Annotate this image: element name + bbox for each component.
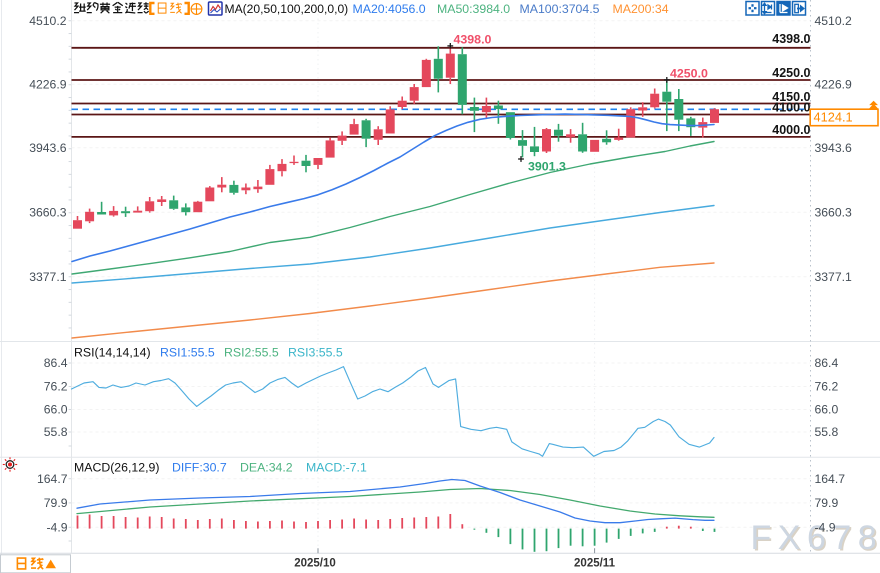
svg-text:FX678: FX678 — [751, 519, 880, 557]
svg-text:66.0: 66.0 — [815, 403, 839, 417]
svg-text:3943.6: 3943.6 — [815, 141, 852, 155]
svg-text:4250.0: 4250.0 — [670, 66, 708, 80]
svg-text:-4.9: -4.9 — [815, 520, 836, 534]
svg-text:FX678: FX678 — [752, 521, 880, 559]
svg-text:76.2: 76.2 — [44, 380, 68, 394]
svg-text:2025/10: 2025/10 — [294, 558, 336, 570]
svg-text:RSI2:55.5: RSI2:55.5 — [224, 346, 279, 360]
svg-text:164.7: 164.7 — [37, 472, 68, 486]
svg-text:MA(20,50,100,200,0,0): MA(20,50,100,200,0,0) — [225, 2, 349, 16]
svg-text:4124.1: 4124.1 — [814, 110, 853, 125]
svg-text:3377.1: 3377.1 — [815, 270, 852, 284]
svg-text:-4.9: -4.9 — [46, 520, 67, 534]
svg-text:3377.1: 3377.1 — [29, 270, 66, 284]
svg-text:RSI(14,14,14): RSI(14,14,14) — [74, 346, 151, 360]
svg-text:4250.0: 4250.0 — [772, 66, 810, 80]
svg-text:3660.3: 3660.3 — [29, 205, 66, 219]
svg-text:RSI1:55.5: RSI1:55.5 — [160, 346, 215, 360]
svg-text:MA20:4056.0: MA20:4056.0 — [353, 2, 426, 16]
svg-text:86.4: 86.4 — [44, 356, 68, 370]
svg-text:55.8: 55.8 — [44, 425, 68, 439]
svg-text:76.2: 76.2 — [815, 380, 839, 394]
svg-text:79.9: 79.9 — [44, 496, 68, 510]
svg-text:4150.0: 4150.0 — [772, 90, 810, 104]
svg-text:2025/11: 2025/11 — [574, 558, 616, 570]
svg-text:MA200:34: MA200:34 — [613, 2, 669, 16]
svg-text:4398.0: 4398.0 — [772, 32, 810, 46]
svg-text:DIFF:30.7: DIFF:30.7 — [172, 461, 227, 475]
svg-text:79.9: 79.9 — [815, 496, 839, 510]
svg-text:MACD(26,12,9): MACD(26,12,9) — [74, 461, 159, 475]
svg-text:164.7: 164.7 — [815, 472, 846, 486]
svg-text:RSI3:55.5: RSI3:55.5 — [288, 346, 343, 360]
svg-text:4000.0: 4000.0 — [772, 123, 810, 137]
svg-text:4226.9: 4226.9 — [29, 77, 66, 91]
svg-text:66.0: 66.0 — [44, 403, 68, 417]
svg-text:4510.2: 4510.2 — [29, 14, 66, 28]
svg-text:DEA:34.2: DEA:34.2 — [240, 461, 293, 475]
svg-text:3660.3: 3660.3 — [815, 205, 852, 219]
svg-text:4226.9: 4226.9 — [815, 77, 852, 91]
svg-text:MACD:-7.1: MACD:-7.1 — [306, 461, 367, 475]
svg-text:3943.6: 3943.6 — [29, 141, 66, 155]
svg-text:4510.2: 4510.2 — [815, 14, 852, 28]
svg-text:MA50:3984.0: MA50:3984.0 — [437, 2, 510, 16]
svg-text:MA100:3704.5: MA100:3704.5 — [520, 2, 600, 16]
svg-text:4100.0: 4100.0 — [772, 101, 810, 115]
svg-text:55.8: 55.8 — [815, 425, 839, 439]
svg-text:86.4: 86.4 — [815, 356, 839, 370]
svg-text:4398.0: 4398.0 — [454, 33, 492, 47]
svg-text:3901.3: 3901.3 — [528, 159, 566, 173]
